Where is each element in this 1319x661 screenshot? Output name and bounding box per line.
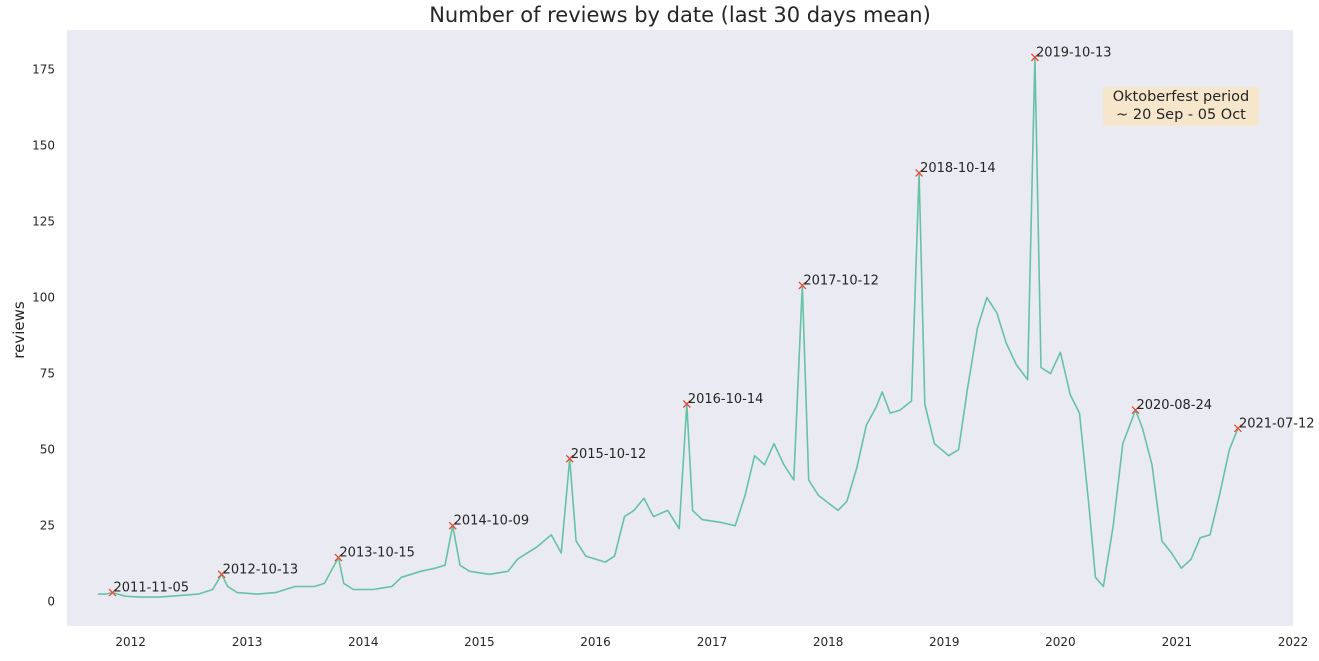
x-tick-label: 2014 xyxy=(348,635,379,649)
annotation-line-2: ~ 20 Sep - 05 Oct xyxy=(1116,107,1246,123)
peak-marker xyxy=(798,281,807,290)
peak-marker xyxy=(448,521,457,530)
annotation-box xyxy=(1103,87,1259,126)
peak-label: 2016-10-14 xyxy=(688,392,764,407)
peak-marker xyxy=(1131,406,1140,415)
y-tick-label: 150 xyxy=(32,139,55,153)
x-tick-label: 2016 xyxy=(580,635,611,649)
peak-marker xyxy=(108,588,117,597)
y-tick-label: 50 xyxy=(40,443,55,457)
y-tick-label: 75 xyxy=(40,367,55,381)
peak-label: 2014-10-09 xyxy=(454,514,530,529)
oktoberfest-annotation: Oktoberfest period ~ 20 Sep - 05 Oct xyxy=(1103,87,1259,126)
y-tick-label: 0 xyxy=(47,595,55,609)
peak-marker xyxy=(217,570,226,579)
peak-label: 2020-08-24 xyxy=(1136,398,1212,413)
peak-marker xyxy=(334,553,343,562)
chart-title: Number of reviews by date (last 30 days … xyxy=(429,3,931,27)
annotation-line-1: Oktoberfest period xyxy=(1113,89,1250,105)
x-tick-label: 2013 xyxy=(232,635,263,649)
peak-label: 2017-10-12 xyxy=(803,273,879,288)
x-tick-label: 2021 xyxy=(1162,635,1193,649)
peak-label: 2015-10-12 xyxy=(571,447,647,462)
peak-markers: 2011-11-05 2012-10-13 2013-10-15 2014-10-09… xyxy=(108,45,1315,597)
peak-marker xyxy=(915,168,924,177)
peak-label: 2012-10-13 xyxy=(223,562,299,577)
peak-marker xyxy=(1233,424,1242,433)
peak-label: 2011-11-05 xyxy=(114,581,190,596)
series-line xyxy=(97,56,1239,598)
y-tick-label: 25 xyxy=(40,519,55,533)
peak-marker xyxy=(1030,53,1039,62)
y-tick-label: 125 xyxy=(32,215,55,229)
x-tick-label: 2017 xyxy=(697,635,728,649)
peak-label: 2018-10-14 xyxy=(920,161,996,176)
x-tick-label: 2019 xyxy=(929,635,960,649)
peak-label: 2021-07-12 xyxy=(1239,416,1315,431)
x-tick-label: 2015 xyxy=(464,635,495,649)
peak-label: 2013-10-15 xyxy=(339,546,415,561)
x-tick-label: 2018 xyxy=(813,635,844,649)
x-tick-label: 2022 xyxy=(1278,635,1309,649)
x-tick-label: 2012 xyxy=(115,635,146,649)
y-axis-label: reviews xyxy=(10,301,28,359)
peak-marker xyxy=(565,454,574,463)
x-tick-label: 2020 xyxy=(1045,635,1076,649)
peak-marker xyxy=(682,400,691,408)
x-axis-ticks: 2012 2013 2014 2015 2016 2017 2018 2019 2020 2021… xyxy=(115,635,1308,649)
y-axis-ticks: 0 25 50 75 100 125 150 175 xyxy=(32,63,55,609)
y-tick-label: 100 xyxy=(32,291,55,305)
peak-label: 2019-10-13 xyxy=(1036,45,1112,60)
y-tick-label: 175 xyxy=(32,63,55,77)
